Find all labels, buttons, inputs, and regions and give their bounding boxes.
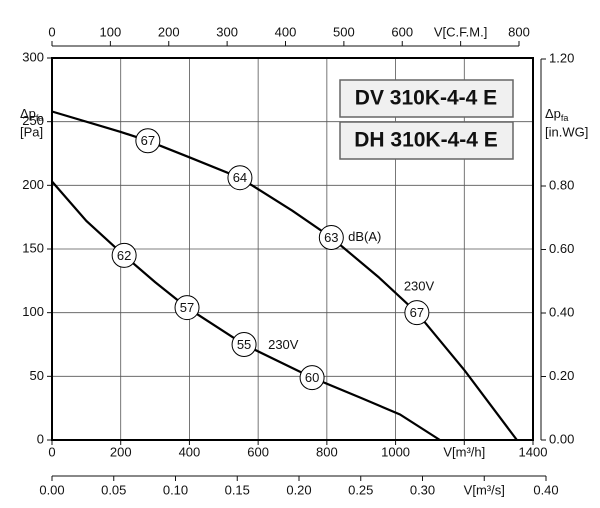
db-label: 63 — [324, 230, 338, 245]
y-tick-label: 100 — [22, 304, 44, 319]
axis-label-main: Δp — [20, 106, 36, 121]
curve — [51, 180, 441, 441]
db-marker — [227, 165, 253, 191]
annotation: 230V — [404, 279, 435, 294]
axis-label-sub: fa — [561, 113, 569, 123]
y2-tick-label: 0.20 — [549, 368, 574, 383]
chart-title: DH 310K-4-4 E — [354, 129, 498, 152]
y2-tick-label: 0.00 — [549, 431, 574, 446]
x-tick-label: 600 — [247, 444, 269, 459]
db-marker — [231, 332, 257, 357]
y-tick-label: 250 — [22, 113, 44, 128]
db-marker — [318, 225, 344, 251]
x3-tick-label: 100 — [100, 24, 122, 39]
axis-label: Δpfa — [20, 106, 43, 123]
x2-tick-label: 0.20 — [286, 482, 311, 497]
db-label: 55 — [237, 337, 251, 352]
x2-tick-label: 0.30 — [410, 482, 435, 497]
title-box — [339, 79, 514, 118]
db-label: 57 — [180, 300, 194, 315]
db-marker — [174, 295, 200, 321]
db-label: 67 — [410, 305, 424, 320]
db-label: 64 — [233, 170, 247, 185]
db-label: 67 — [141, 133, 155, 148]
x3-tick-label: 600 — [391, 24, 413, 39]
y2-tick-label: 0.80 — [549, 177, 574, 192]
db-marker — [404, 300, 430, 326]
y2-tick-label: 0.60 — [549, 241, 574, 256]
y2-tick-label: 1.20 — [549, 50, 574, 65]
x2-tick-label: 0.00 — [39, 482, 64, 497]
x-tick-label: 800 — [316, 444, 338, 459]
x2-tick-label: 0.40 — [533, 482, 558, 497]
axis-label-sub: fa — [36, 113, 44, 123]
x2-tick-label: 0.25 — [348, 482, 373, 497]
y-tick-label: 50 — [30, 368, 44, 383]
annotation: dB(A) — [348, 229, 381, 244]
axis-label-main: Δp — [545, 106, 561, 121]
x2-tick-label: 0.05 — [101, 482, 126, 497]
db-marker — [111, 242, 137, 268]
x3-tick-label: 500 — [333, 24, 355, 39]
x-tick-label: 200 — [110, 444, 132, 459]
x3-tick-label: 0 — [48, 24, 55, 39]
x2-tick-label: 0.10 — [163, 482, 188, 497]
x3-tick-label: 300 — [216, 24, 238, 39]
plot-frame — [51, 57, 534, 441]
curve — [51, 110, 518, 441]
x-tick-label: 1400 — [519, 444, 548, 459]
x3-tick-label: 200 — [158, 24, 180, 39]
axis-label-unit: [in.WG] — [545, 124, 588, 139]
chart-title: DV 310K-4-4 E — [355, 87, 497, 110]
db-marker — [135, 128, 161, 154]
annotation: 230V — [268, 337, 299, 352]
x2-tick-label: 0.15 — [225, 482, 250, 497]
y-tick-label: 200 — [22, 177, 44, 192]
y-tick-label: 0 — [37, 431, 44, 446]
y-tick-label: 150 — [22, 240, 44, 255]
title-box — [339, 121, 514, 160]
y2-tick-label: 0.40 — [549, 304, 574, 319]
db-label: 62 — [117, 248, 131, 263]
x-tick-label: 1000 — [381, 444, 410, 459]
y-tick-label: 300 — [22, 49, 44, 64]
db-label: 60 — [305, 370, 319, 385]
axis-label-unit: [Pa] — [20, 124, 43, 139]
x-tick-label: V[m³/h] — [443, 444, 485, 459]
axis-label: Δpfa — [545, 106, 568, 123]
x-tick-label: 0 — [48, 444, 55, 459]
x-tick-label: 400 — [179, 444, 201, 459]
x3-tick-label: 400 — [275, 24, 297, 39]
db-marker — [299, 365, 325, 391]
x3-tick-label: V[C.F.M.] — [434, 24, 487, 39]
x2-tick-label: V[m³/s] — [464, 482, 505, 497]
x3-tick-label: 800 — [508, 24, 530, 39]
